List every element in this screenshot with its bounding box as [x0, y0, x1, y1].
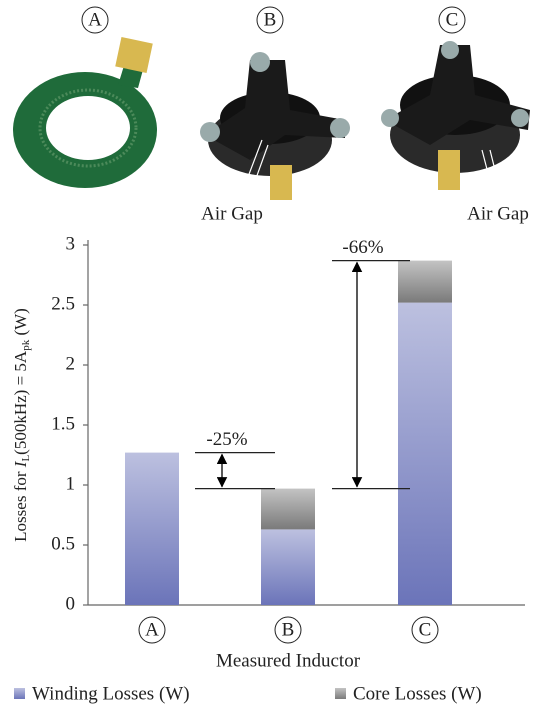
air-gap-label: Air Gap: [201, 203, 263, 224]
photo-label: A: [88, 9, 102, 30]
y-tick-label: 3: [66, 233, 76, 254]
category-circle: [411, 616, 439, 644]
photo-label: B: [264, 9, 277, 30]
y-tick-label: 0: [66, 593, 76, 614]
y-tick-label: 1.5: [51, 413, 75, 434]
photo-a: [13, 37, 157, 188]
photo-c: [381, 41, 530, 201]
y-tick-label: 1: [66, 473, 76, 494]
bar-segment: [398, 302, 452, 605]
annotation: -25%: [206, 429, 247, 450]
legend-swatch: [14, 688, 25, 699]
bar-segment: [125, 452, 179, 605]
category-circle: [274, 616, 302, 644]
y-tick-label: 2.5: [51, 293, 75, 314]
bar-segment: [261, 529, 315, 605]
photo-circle: [438, 6, 466, 34]
x-tick-label: C: [419, 619, 432, 640]
air-gap-label: Air Gap: [467, 203, 529, 224]
annotation: -66%: [342, 237, 383, 258]
y-tick-label: 2: [66, 353, 76, 374]
y-axis-title: Losses for IL(500kHz) = 5Apk (W): [11, 308, 32, 542]
x-tick-label: A: [145, 619, 159, 640]
y-tick-label: 0.5: [51, 533, 75, 554]
bar-segment: [261, 488, 315, 530]
legend-label: Winding Losses (W): [32, 683, 190, 704]
category-circle: [138, 616, 166, 644]
bar-segment: [398, 260, 452, 303]
x-axis-title: Measured Inductor: [216, 650, 361, 671]
legend-swatch: [335, 688, 346, 699]
photo-label: C: [446, 9, 459, 30]
photo-b: [200, 52, 350, 200]
legend-label: Core Losses (W): [353, 683, 482, 704]
x-tick-label: B: [282, 619, 295, 640]
photo-circle: [81, 6, 109, 34]
photo-circle: [256, 6, 284, 34]
